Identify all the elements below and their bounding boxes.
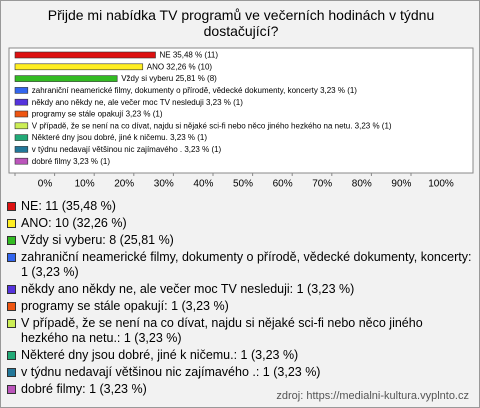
- x-tick-label: 40%: [193, 179, 213, 190]
- legend: NE: 11 (35,48 %) ANO: 10 (32,26 %) Vždy si…: [7, 199, 473, 399]
- bar-label: programy se stále opakují 3,23 % (1): [32, 110, 163, 119]
- chart-title: Přijde mi nabídka TV programů ve večerní…: [47, 7, 435, 39]
- legend-item: dobré filmy: 1 (3,23 %): [7, 382, 473, 397]
- legend-swatch: [7, 202, 16, 211]
- bar: [14, 63, 144, 71]
- x-tick-label: 60%: [273, 179, 293, 190]
- bar: [14, 51, 156, 59]
- legend-label: ANO: 10 (32,26 %): [21, 216, 127, 230]
- legend-swatch: [7, 302, 16, 311]
- x-tick-label: 20%: [114, 179, 134, 190]
- bar: [14, 87, 29, 94]
- bar-label: někdy ano někdy ne, ale večer moc TV nes…: [32, 98, 243, 107]
- bar: [14, 122, 29, 130]
- legend-label: V případě, že se není na co dívat, najdu…: [21, 316, 423, 345]
- legend-item: NE: 11 (35,48 %): [7, 199, 473, 214]
- legend-item: Některé dny jsou dobré, jiné k ničemu.: …: [7, 348, 473, 363]
- legend-item: zahraniční neamerické filmy, dokumenty o…: [7, 250, 473, 280]
- legend-label: v týdnu nedavají většinou nic zajímavého…: [21, 365, 321, 379]
- legend-swatch: [7, 285, 16, 294]
- legend-swatch: [7, 319, 16, 328]
- legend-item: v týdnu nedavají většinou nic zajímavého…: [7, 365, 473, 380]
- bar-label: v týdnu nedavají většinou nic zajímavého…: [32, 145, 222, 154]
- x-tick-label: 80%: [352, 179, 372, 190]
- x-tick-label: 50%: [233, 179, 253, 190]
- bar-label: dobré filmy 3,23 % (1): [32, 157, 111, 166]
- legend-item: někdy ano někdy ne, ale večer moc TV nes…: [7, 282, 473, 297]
- x-tick-label: 10%: [75, 179, 95, 190]
- legend-label: Některé dny jsou dobré, jiné k ničemu.: …: [21, 348, 299, 362]
- legend-item: programy se stále opakují: 1 (3,23 %): [7, 299, 473, 314]
- bar: [14, 98, 29, 106]
- x-tick-label: 70%: [312, 179, 332, 190]
- bar-label: NE 35,48 % (11): [160, 51, 219, 60]
- bar-label: V případě, že se není na co dívat, najdu…: [32, 121, 392, 130]
- bar: [14, 134, 29, 141]
- legend-item: Vždy si vyberu: 8 (25,81 %): [7, 233, 473, 248]
- bar: [14, 146, 29, 153]
- legend-item: ANO: 10 (32,26 %): [7, 216, 473, 231]
- legend-swatch: [7, 253, 16, 262]
- legend-swatch: [7, 385, 16, 394]
- legend-swatch: [7, 351, 16, 360]
- x-tick-label: 30%: [154, 179, 174, 190]
- legend-item: V případě, že se není na co dívat, najdu…: [7, 316, 473, 346]
- x-tick-label: 100%: [428, 179, 454, 190]
- legend-label: Vždy si vyberu: 8 (25,81 %): [21, 233, 174, 247]
- bar: [14, 157, 29, 165]
- chart: 0% 10% 20% 30% 40% 50% 60% 70% 80% 90% 100% NE 35,4…: [8, 47, 474, 190]
- legend-label: někdy ano někdy ne, ale večer moc TV nes…: [21, 282, 355, 296]
- bar-label: ANO 32,26 % (10): [147, 62, 213, 71]
- bar-label: Vždy si vyberu 25,81 % (8): [121, 74, 217, 83]
- legend-swatch: [7, 219, 16, 228]
- bar: [14, 75, 118, 82]
- x-tick-label: 0%: [38, 179, 53, 190]
- legend-swatch: [7, 368, 16, 377]
- legend-label: zahraniční neamerické filmy, dokumenty o…: [21, 250, 472, 279]
- bar-label: zahraniční neamerické filmy, dokumenty o…: [32, 86, 358, 95]
- legend-swatch: [7, 236, 16, 245]
- bar-label: Některé dny jsou dobré, jiné k ničemu. 3…: [32, 133, 208, 142]
- bar: [14, 110, 29, 118]
- x-tick-label: 90%: [391, 179, 411, 190]
- source: zdroj: https://medialni-kultura.vyplnto.…: [276, 390, 469, 402]
- legend-label: NE: 11 (35,48 %): [21, 199, 116, 213]
- legend-label: programy se stále opakují: 1 (3,23 %): [21, 299, 229, 313]
- legend-label: dobré filmy: 1 (3,23 %): [21, 382, 147, 396]
